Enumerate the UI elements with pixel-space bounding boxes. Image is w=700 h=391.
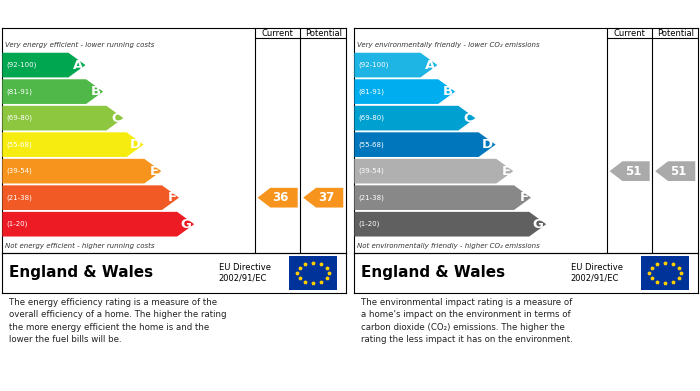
FancyBboxPatch shape — [289, 256, 337, 290]
Text: C: C — [463, 111, 473, 125]
Text: Environmental Impact (CO₂) Rating: Environmental Impact (CO₂) Rating — [359, 7, 592, 20]
Polygon shape — [354, 159, 513, 183]
Text: D: D — [130, 138, 141, 151]
Text: The energy efficiency rating is a measure of the
overall efficiency of a home. T: The energy efficiency rating is a measur… — [9, 298, 226, 344]
Text: Potential: Potential — [304, 29, 342, 38]
Text: England & Wales: England & Wales — [361, 265, 505, 280]
Text: E: E — [502, 165, 511, 178]
Text: Current: Current — [614, 29, 645, 38]
Text: (21-38): (21-38) — [358, 194, 384, 201]
Polygon shape — [2, 212, 194, 237]
Text: (1-20): (1-20) — [6, 221, 27, 228]
Polygon shape — [2, 185, 179, 210]
Text: G: G — [533, 218, 544, 231]
Text: The environmental impact rating is a measure of
a home's impact on the environme: The environmental impact rating is a mea… — [361, 298, 573, 344]
Text: (39-54): (39-54) — [358, 168, 384, 174]
Text: E: E — [150, 165, 159, 178]
Polygon shape — [2, 159, 161, 183]
Text: Current: Current — [262, 29, 293, 38]
Text: Energy Efficiency Rating: Energy Efficiency Rating — [7, 7, 169, 20]
Polygon shape — [354, 185, 531, 210]
Text: A: A — [425, 59, 435, 72]
Text: (39-54): (39-54) — [6, 168, 32, 174]
Text: B: B — [90, 85, 101, 98]
Text: (55-68): (55-68) — [6, 142, 32, 148]
Text: (69-80): (69-80) — [358, 115, 384, 121]
Text: (92-100): (92-100) — [358, 62, 389, 68]
Polygon shape — [354, 212, 546, 237]
FancyBboxPatch shape — [641, 256, 690, 290]
Text: EU Directive
2002/91/EC: EU Directive 2002/91/EC — [570, 263, 623, 283]
Text: F: F — [519, 191, 528, 204]
Polygon shape — [354, 79, 455, 104]
Text: A: A — [73, 59, 83, 72]
Text: EU Directive
2002/91/EC: EU Directive 2002/91/EC — [218, 263, 271, 283]
Text: (92-100): (92-100) — [6, 62, 36, 68]
Text: 51: 51 — [670, 165, 687, 178]
Text: Very energy efficient - lower running costs: Very energy efficient - lower running co… — [6, 42, 155, 48]
Text: G: G — [181, 218, 192, 231]
Text: 36: 36 — [273, 191, 289, 204]
Polygon shape — [655, 161, 695, 181]
Text: D: D — [482, 138, 493, 151]
Polygon shape — [610, 161, 650, 181]
Text: Potential: Potential — [657, 29, 694, 38]
Polygon shape — [258, 188, 298, 208]
Text: (69-80): (69-80) — [6, 115, 32, 121]
Text: C: C — [111, 111, 121, 125]
Polygon shape — [2, 132, 143, 157]
Text: Not energy efficient - higher running costs: Not energy efficient - higher running co… — [6, 243, 155, 249]
Polygon shape — [354, 106, 475, 131]
Text: Not environmentally friendly - higher CO₂ emissions: Not environmentally friendly - higher CO… — [358, 243, 540, 249]
Polygon shape — [303, 188, 343, 208]
Polygon shape — [2, 79, 103, 104]
Text: England & Wales: England & Wales — [9, 265, 153, 280]
Text: 37: 37 — [318, 191, 335, 204]
Polygon shape — [354, 53, 438, 77]
Text: F: F — [167, 191, 176, 204]
Text: 51: 51 — [624, 165, 641, 178]
Text: (55-68): (55-68) — [358, 142, 384, 148]
Text: (21-38): (21-38) — [6, 194, 32, 201]
Text: Very environmentally friendly - lower CO₂ emissions: Very environmentally friendly - lower CO… — [358, 42, 540, 48]
Text: (81-91): (81-91) — [358, 88, 384, 95]
Text: B: B — [442, 85, 453, 98]
Polygon shape — [2, 53, 85, 77]
Text: (81-91): (81-91) — [6, 88, 32, 95]
Polygon shape — [2, 106, 123, 131]
Text: (1-20): (1-20) — [358, 221, 379, 228]
Polygon shape — [354, 132, 496, 157]
